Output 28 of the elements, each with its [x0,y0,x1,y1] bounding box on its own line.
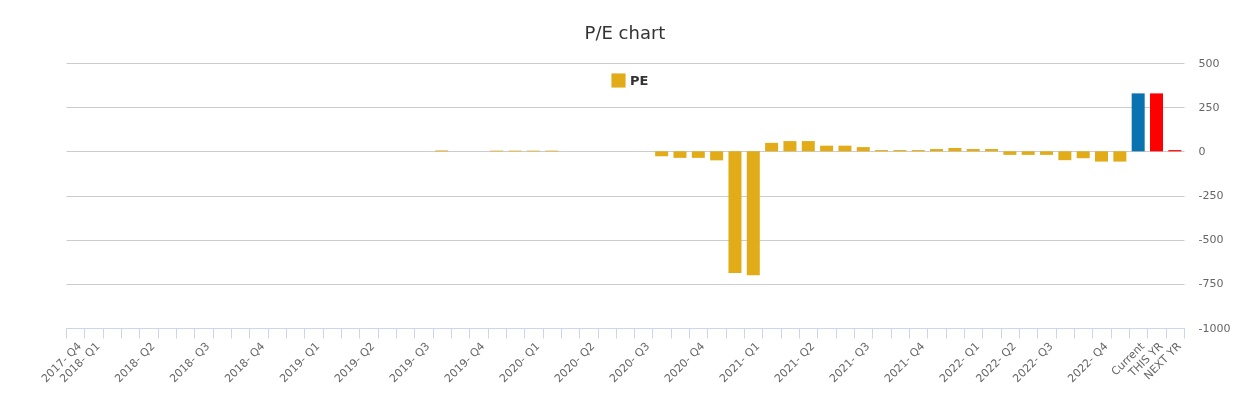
bar [1076,151,1090,159]
bar [1113,151,1127,162]
bar [746,151,760,276]
y-tick-label: 250 [1198,100,1220,114]
y-tick-label: -500 [1198,233,1224,247]
bar [655,151,669,157]
bar [1003,151,1017,155]
bar [1021,151,1035,155]
bar [710,151,724,161]
y-tick-label: -250 [1198,189,1224,202]
bar [1058,151,1072,161]
bar [765,142,779,152]
bar [728,151,742,273]
bar [673,151,687,158]
y-tick-label: -1000 [1198,321,1231,335]
bar [801,141,815,152]
chart-title: P/E chart [584,22,666,43]
bar [1131,93,1145,152]
bar [856,147,870,152]
y-tick-label: 500 [1198,56,1220,70]
bar [691,151,705,158]
bar [783,141,797,152]
bar [1040,151,1054,155]
bar [1095,151,1109,162]
legend-label: PE [630,72,649,88]
bar [1150,93,1164,152]
y-tick-label: 0 [1198,144,1206,158]
y-tick-label: -750 [1198,277,1224,291]
